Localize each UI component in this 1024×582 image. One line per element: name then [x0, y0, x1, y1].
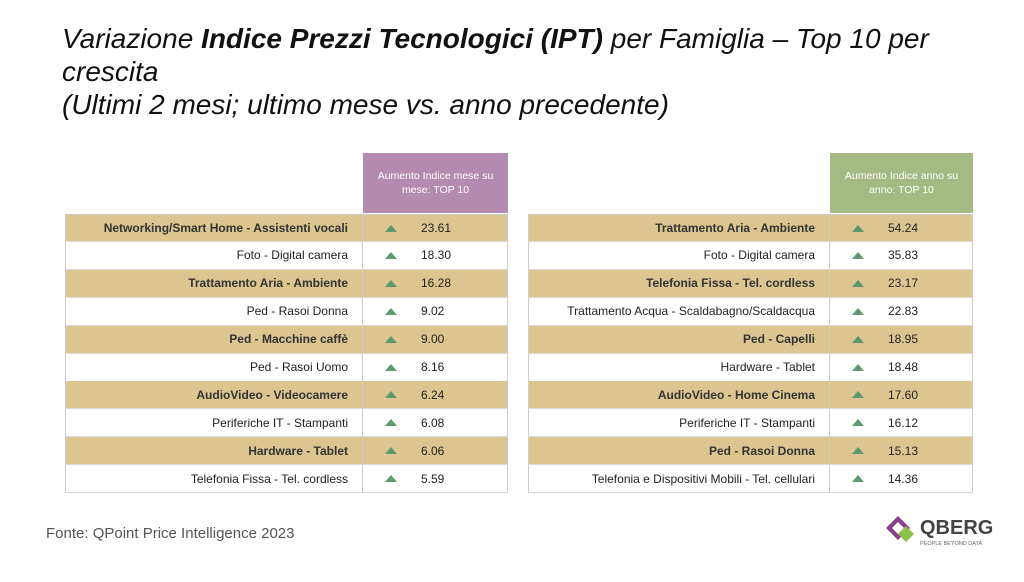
row-value: 6.24 — [363, 381, 508, 410]
up-arrow — [385, 419, 397, 427]
up-arrow — [385, 307, 397, 315]
row-label: Ped - Rasoi Donna — [528, 437, 830, 466]
row-value: 6.06 — [363, 437, 508, 466]
up-arrow — [385, 447, 397, 455]
up-arrow — [385, 251, 397, 259]
title-line2: (Ultimi 2 mesi; ultimo mese vs. anno pre… — [62, 89, 669, 120]
up-arrow — [852, 419, 864, 427]
row-label: Ped - Rasoi Donna — [65, 297, 363, 326]
row-value: 14.36 — [830, 465, 973, 494]
row-value: 35.83 — [830, 241, 973, 270]
title-bold: Indice Prezzi Tecnologici (IPT) — [201, 23, 603, 54]
row-label: Networking/Smart Home - Assistenti vocal… — [65, 214, 363, 242]
row-label: Trattamento Acqua - Scaldabagno/Scaldacq… — [528, 297, 830, 326]
up-arrow — [852, 279, 864, 287]
up-arrow — [852, 447, 864, 455]
up-arrow — [852, 475, 864, 483]
row-value: 8.16 — [363, 353, 508, 382]
row-label: Foto - Digital camera — [528, 241, 830, 270]
source: Fonte: QPoint Price Intelligence 2023 — [46, 525, 295, 542]
up-arrow — [385, 475, 397, 483]
row-value: 9.02 — [363, 297, 508, 326]
up-arrow — [852, 251, 864, 259]
row-label: Trattamento Aria - Ambiente — [65, 269, 363, 298]
row-value: 18.30 — [363, 241, 508, 270]
up-arrow — [852, 225, 864, 232]
row-label: AudioVideo - Videocamere — [65, 381, 363, 410]
row-value: 6.08 — [363, 409, 508, 438]
row-value: 16.28 — [363, 269, 508, 298]
row-value: 23.61 — [363, 214, 508, 242]
row-label: Ped - Macchine caffè — [65, 325, 363, 354]
up-arrow — [385, 335, 397, 343]
row-value: 5.59 — [363, 465, 508, 494]
row-value: 23.17 — [830, 269, 973, 298]
row-value: 17.60 — [830, 381, 973, 410]
row-value: 15.13 — [830, 437, 973, 466]
up-arrow — [852, 307, 864, 315]
up-arrow — [852, 363, 864, 371]
row-label: Ped - Capelli — [528, 325, 830, 354]
row-label: Telefonia e Dispositivi Mobili - Tel. ce… — [528, 465, 830, 494]
title-suffix: per Famiglia – Top 10 per crescita — [62, 23, 929, 87]
table-header: Aumento Indice mese su mese: TOP 10 — [363, 153, 508, 213]
up-arrow — [385, 279, 397, 287]
slide-title: Variazione Indice Prezzi Tecnologici (IP… — [62, 22, 1002, 121]
row-label: Telefonia Fissa - Tel. cordless — [65, 465, 363, 494]
up-arrow — [385, 363, 397, 371]
row-value: 22.83 — [830, 297, 973, 326]
up-arrow — [385, 391, 397, 399]
row-value: 54.24 — [830, 214, 973, 242]
logo-tagline: PEOPLE BEYOND DATA — [920, 541, 982, 547]
up-arrow — [852, 391, 864, 399]
row-label: Trattamento Aria - Ambiente — [528, 214, 830, 242]
row-label: Hardware - Tablet — [65, 437, 363, 466]
row-value: 9.00 — [363, 325, 508, 354]
title-prefix: Variazione — [62, 23, 202, 54]
row-label: Telefonia Fissa - Tel. cordless — [528, 269, 830, 298]
row-label: Periferiche IT - Stampanti — [65, 409, 363, 438]
row-value: 18.48 — [830, 353, 973, 382]
table-header: Aumento Indice anno su anno: TOP 10 — [830, 153, 973, 213]
row-value: 16.12 — [830, 409, 973, 438]
up-arrow — [385, 225, 397, 232]
row-label: Hardware - Tablet — [528, 353, 830, 382]
logo: QBERG PEOPLE BEYOND DATA — [886, 516, 993, 547]
row-label: Ped - Rasoi Uomo — [65, 353, 363, 382]
up-arrow — [852, 335, 864, 343]
row-label: AudioVideo - Home Cinema — [528, 381, 830, 410]
logo-text: QBERG — [920, 517, 993, 539]
row-label: Foto - Digital camera — [65, 241, 363, 270]
row-value: 18.95 — [830, 325, 973, 354]
row-label: Periferiche IT - Stampanti — [528, 409, 830, 438]
